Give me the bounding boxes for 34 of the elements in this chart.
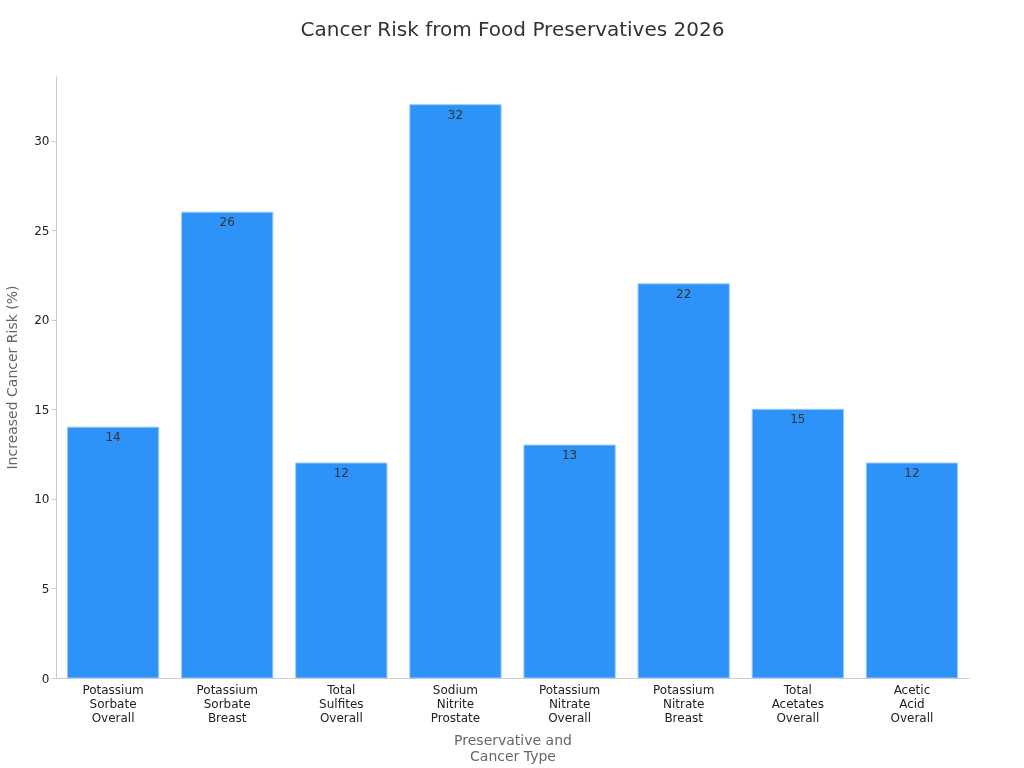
bar bbox=[637, 283, 730, 679]
bar bbox=[523, 444, 616, 679]
data-label: 26 bbox=[219, 215, 235, 230]
x-tick-label: Potassium Nitrate Overall bbox=[538, 682, 601, 725]
bar bbox=[865, 462, 959, 679]
x-tick-label: Potassium Sorbate Overall bbox=[82, 682, 144, 725]
x-tick-label: Total Acetates Overall bbox=[771, 682, 825, 725]
bar bbox=[295, 462, 388, 679]
data-label: 12 bbox=[904, 466, 920, 480]
data-label: 32 bbox=[447, 107, 464, 122]
data-label: 13 bbox=[561, 448, 578, 463]
y-tick-label: 20 bbox=[34, 313, 50, 328]
chart-title: Cancer Risk from Food Preservatives 2026 bbox=[300, 17, 725, 41]
data-label: 12 bbox=[333, 466, 349, 480]
x-tick-label: Sodium Nitrite Prostate bbox=[430, 682, 481, 725]
x-tick-label: Total Sulfites Overall bbox=[319, 682, 364, 725]
x-tick-label: Potassium Nitrate Breast bbox=[653, 682, 715, 725]
x-tick-label: Potassium Sorbate Breast bbox=[196, 682, 258, 725]
y-axis-title: Increased Cancer Risk (%) bbox=[4, 285, 21, 470]
y-tick-label: 5 bbox=[41, 581, 50, 596]
data-label: 22 bbox=[676, 286, 692, 301]
y-tick-label: 10 bbox=[34, 492, 50, 507]
data-label: 14 bbox=[105, 430, 121, 445]
y-tick-label: 30 bbox=[34, 134, 50, 148]
x-axis-title: Preservative and Cancer Type bbox=[454, 731, 572, 764]
bar bbox=[409, 104, 502, 679]
y-tick-label: 15 bbox=[34, 402, 50, 417]
bar bbox=[66, 426, 160, 679]
x-tick-label: Acetic Acid Overall bbox=[890, 682, 934, 725]
y-tick-label: 0 bbox=[41, 671, 50, 686]
y-tick-label: 25 bbox=[34, 223, 50, 238]
bar bbox=[751, 408, 844, 679]
bar bbox=[181, 211, 274, 679]
data-label: 15 bbox=[790, 412, 806, 427]
